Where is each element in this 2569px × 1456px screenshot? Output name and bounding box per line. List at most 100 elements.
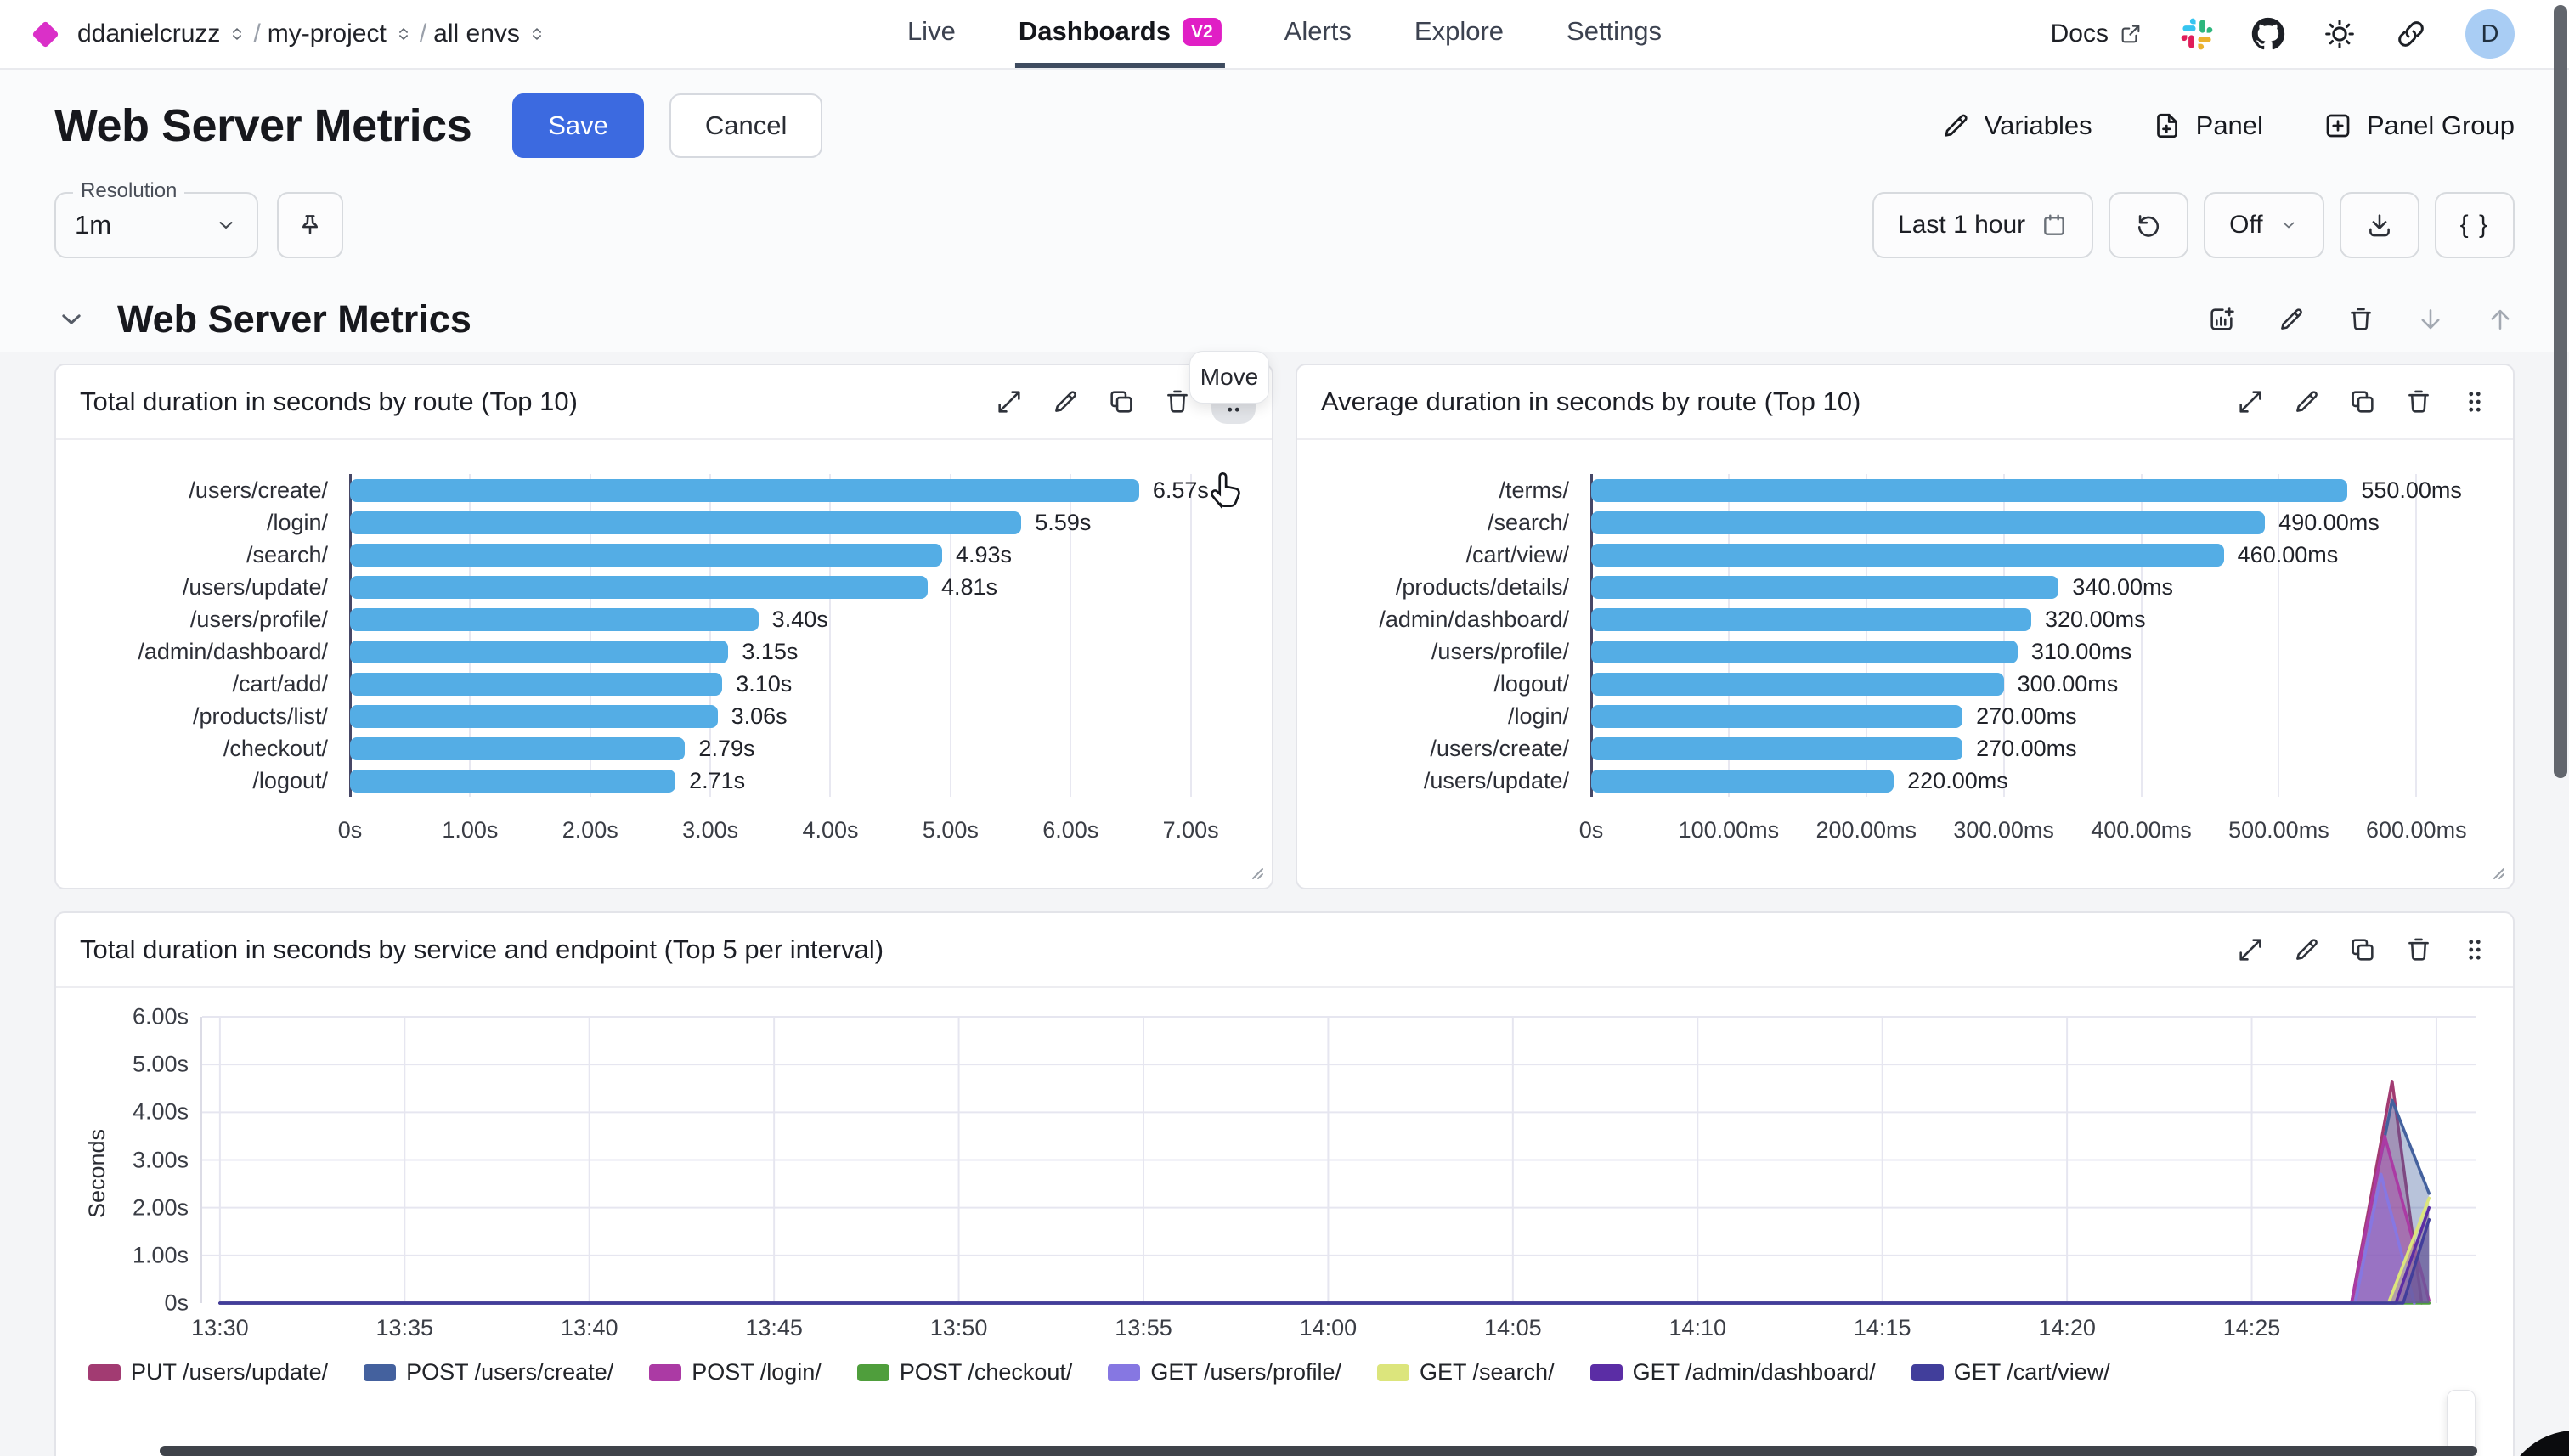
bar[interactable] [350, 608, 759, 631]
bar-row: 2.79s [350, 732, 1241, 765]
variables-button[interactable]: Variables [1940, 110, 2092, 141]
chevron-down-icon [2278, 215, 2299, 235]
github-icon[interactable] [2251, 17, 2285, 51]
y-axis-title: Seconds [76, 1017, 116, 1303]
refresh-button[interactable] [2109, 192, 2188, 258]
arrow-down-icon[interactable] [2416, 305, 2445, 334]
legend-item-get-search[interactable]: GET /search/ [1377, 1359, 1555, 1385]
json-button[interactable]: { } [2435, 192, 2515, 258]
legend-item-put-users-update[interactable]: PUT /users/update/ [88, 1359, 328, 1385]
expand-icon[interactable] [2236, 935, 2265, 964]
bar[interactable] [1591, 576, 2058, 599]
bar-category-label: /products/details/ [1311, 571, 1591, 603]
slack-icon[interactable] [2180, 17, 2214, 51]
breadcrumb-ddanielcruzz[interactable]: ddanielcruzz [77, 20, 246, 48]
expand-icon[interactable] [995, 387, 1024, 416]
save-button[interactable]: Save [512, 93, 644, 158]
bar[interactable] [350, 673, 722, 696]
legend-item-post-login[interactable]: POST /login/ [649, 1359, 822, 1385]
bar[interactable] [1591, 737, 1962, 760]
drag-grip-icon[interactable] [2460, 387, 2489, 416]
bar[interactable] [350, 479, 1139, 502]
tab-label: Explore [1414, 16, 1504, 47]
x-axis-tick: 14:15 [1854, 1315, 1911, 1341]
bar[interactable] [1591, 705, 1962, 728]
cancel-button[interactable]: Cancel [669, 93, 823, 158]
arrow-up-icon[interactable] [2486, 305, 2515, 334]
bar[interactable] [1591, 673, 2004, 696]
external-link-icon [2119, 22, 2143, 46]
trash-icon[interactable] [2346, 305, 2375, 334]
panel-label: Panel [2196, 110, 2263, 141]
bar[interactable] [1591, 641, 2018, 663]
legend-label: POST /login/ [692, 1359, 822, 1385]
copy-icon[interactable] [1107, 387, 1136, 416]
chevron-updown-icon [394, 25, 413, 43]
bar[interactable] [350, 641, 728, 663]
bar[interactable] [1591, 479, 2347, 502]
top-nav: ddanielcruzz/my-project/all envs Live Das… [0, 0, 2569, 70]
time-range-button[interactable]: Last 1 hour [1872, 192, 2093, 258]
bar[interactable] [350, 705, 718, 728]
resize-handle-icon[interactable] [1245, 861, 1264, 880]
chart-plus-icon[interactable] [2207, 305, 2236, 334]
legend-item-get-admin-dashboard[interactable]: GET /admin/dashboard/ [1590, 1359, 1876, 1385]
horizontal-scrollbar[interactable] [160, 1446, 2477, 1456]
docs-link[interactable]: Docs [2051, 20, 2143, 48]
drag-grip-icon[interactable] [1219, 387, 1248, 416]
bar[interactable] [1591, 770, 1894, 793]
legend-item-post-checkout[interactable]: POST /checkout/ [857, 1359, 1073, 1385]
tab-dashboards[interactable]: DashboardsV2 [1015, 0, 1225, 68]
breadcrumb-all-envs[interactable]: all envs [433, 20, 546, 48]
y-axis-title-label: Seconds [84, 1128, 110, 1217]
pencil-icon[interactable] [1051, 387, 1080, 416]
copy-icon[interactable] [2348, 387, 2377, 416]
tab-explore[interactable]: Explore [1411, 0, 1507, 68]
trash-icon[interactable] [2404, 935, 2433, 964]
breadcrumb-my-project[interactable]: my-project [268, 20, 413, 48]
tab-live[interactable]: Live [904, 0, 959, 68]
resolution-select[interactable]: Resolution 1m [54, 192, 258, 258]
legend-item-get-users-profile[interactable]: GET /users/profile/ [1108, 1359, 1341, 1385]
resize-handle-icon[interactable] [2487, 861, 2505, 880]
sun-icon[interactable] [2323, 17, 2357, 51]
plot-area[interactable] [200, 1017, 2476, 1303]
pencil-icon[interactable] [2292, 387, 2321, 416]
bar[interactable] [1591, 544, 2224, 567]
vertical-scrollbar[interactable] [2554, 5, 2567, 778]
auto-refresh-select[interactable]: Off [2204, 192, 2323, 258]
link-icon[interactable] [2394, 17, 2428, 51]
pencil-icon[interactable] [2292, 935, 2321, 964]
bar-chart: /terms//search//cart/view//products/deta… [1311, 474, 2482, 844]
tab-alerts[interactable]: Alerts [1281, 0, 1355, 68]
panel-actions [2236, 935, 2489, 964]
bar[interactable] [350, 511, 1021, 534]
breadcrumb-items: ddanielcruzz/my-project/all envs [77, 20, 546, 48]
collapse-chevron-icon[interactable] [54, 302, 88, 336]
expand-icon[interactable] [2236, 387, 2265, 416]
bar[interactable] [350, 737, 685, 760]
bar[interactable] [1591, 608, 2031, 631]
add-panel-group-button[interactable]: Panel Group [2323, 110, 2515, 141]
bar[interactable] [350, 770, 675, 793]
download-button[interactable] [2340, 192, 2419, 258]
x-axis-tick: 14:20 [2038, 1315, 2096, 1341]
drag-grip-icon[interactable] [2460, 935, 2489, 964]
page-title: Web Server Metrics [54, 99, 471, 152]
pencil-icon[interactable] [2277, 305, 2306, 334]
trash-icon[interactable] [1163, 387, 1192, 416]
pin-button[interactable] [277, 192, 343, 258]
avatar[interactable]: D [2465, 9, 2515, 59]
bar[interactable] [350, 544, 942, 567]
bar-value-label: 3.15s [742, 639, 798, 665]
bar-row: 460.00ms [1591, 539, 2482, 571]
legend-item-post-users-create[interactable]: POST /users/create/ [364, 1359, 613, 1385]
bar[interactable] [1591, 511, 2265, 534]
add-panel-button[interactable]: Panel [2152, 110, 2263, 141]
bar[interactable] [350, 576, 928, 599]
copy-icon[interactable] [2348, 935, 2377, 964]
bar-value-label: 4.93s [956, 542, 1012, 568]
legend-item-get-cart-view[interactable]: GET /cart/view/ [1911, 1359, 2110, 1385]
trash-icon[interactable] [2404, 387, 2433, 416]
tab-settings[interactable]: Settings [1563, 0, 1665, 68]
